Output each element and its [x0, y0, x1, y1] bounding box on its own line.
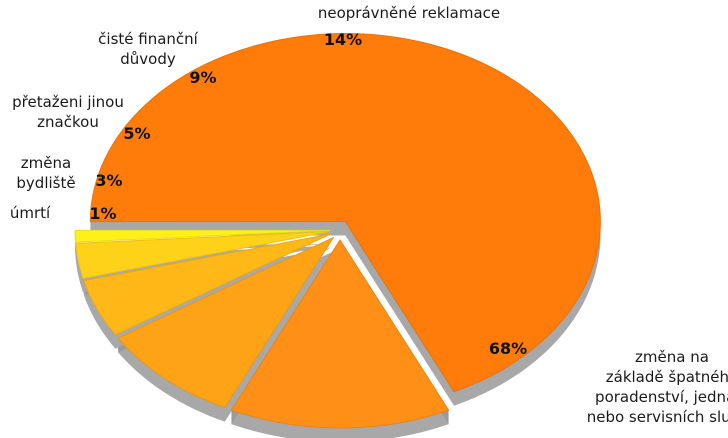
pie-slice-value-label-3: 9%: [189, 68, 216, 87]
pie-slice-category-label-3: čisté finanční důvody: [98, 30, 199, 68]
pie-slice-value-label-1: 68%: [489, 339, 527, 358]
pie-top-layer: [74, 33, 601, 429]
pie-slice-value-label-6: 1%: [89, 204, 116, 223]
pie-slice-value-label-5: 3%: [95, 171, 122, 190]
pie-slice-value-label-4: 5%: [123, 124, 150, 143]
pie-slice-category-label-5: změna bydliště: [16, 154, 75, 192]
pie-slice-category-label-4: přetaženi jinou značkou: [12, 93, 124, 131]
pie-slice-2: [230, 239, 450, 429]
pie-slice-4: [83, 233, 332, 336]
pie-slice-value-label-2: 14%: [324, 30, 362, 49]
pie-slice-1: [89, 33, 601, 393]
pie-label-layer: 68% změna na základě špatného poradenství, …: [10, 4, 728, 426]
pie-slice-category-label-2: neoprávněné reklamace: [318, 4, 500, 22]
pie-slice-category-label-6: úmrtí: [10, 204, 51, 222]
pie-slice-5: [75, 231, 331, 279]
pie-slice-category-label-1: změna na základě špatného poradenství, jed…: [587, 348, 728, 426]
pie-slice-3: [117, 236, 335, 409]
pie-slice-6: [74, 229, 331, 243]
